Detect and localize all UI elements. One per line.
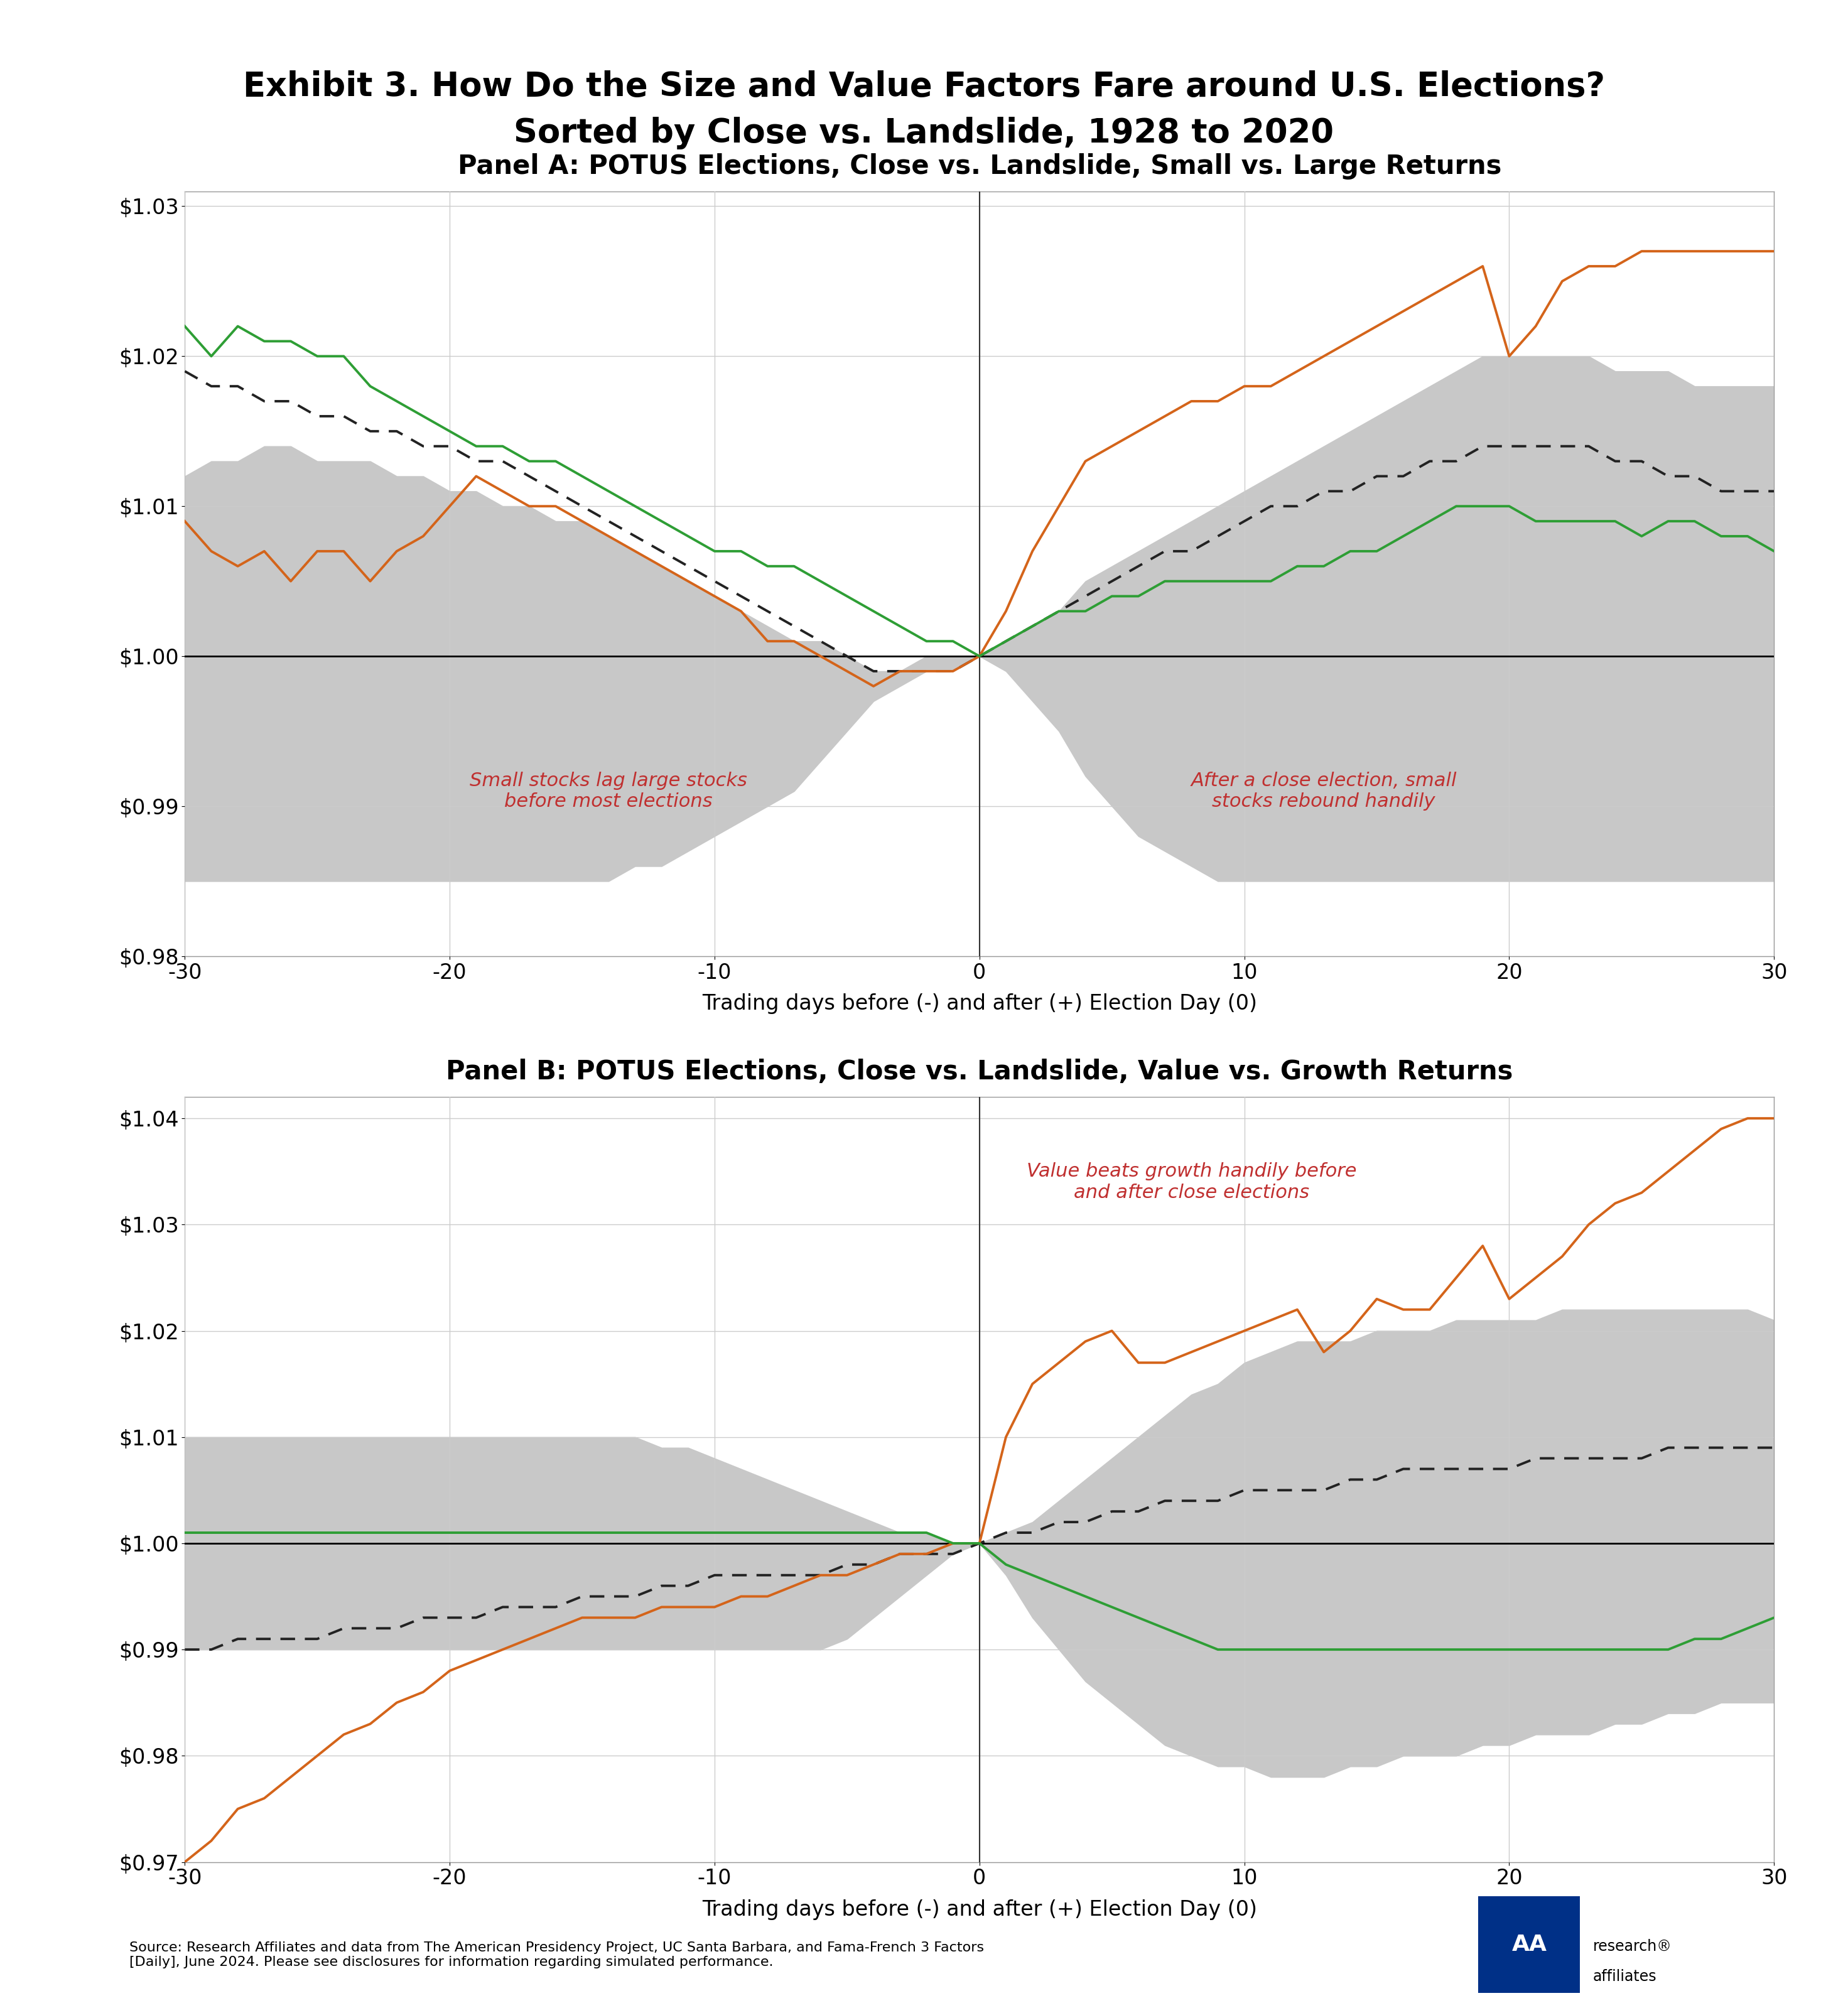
Landslide xyxy=(730,539,752,564)
Close xyxy=(1763,240,1785,264)
Line: Landslide: Landslide xyxy=(185,1532,1774,1649)
Text: AA: AA xyxy=(1512,1934,1547,1955)
Close xyxy=(1048,493,1070,517)
Average xyxy=(730,1562,752,1586)
Landslide xyxy=(174,1520,196,1544)
Landslide xyxy=(545,449,567,473)
Average xyxy=(174,1637,196,1661)
Text: research®: research® xyxy=(1593,1939,1672,1955)
Close xyxy=(1763,1107,1785,1131)
Close xyxy=(174,1850,196,1874)
Average xyxy=(545,479,567,503)
Landslide xyxy=(1048,600,1070,624)
Landslide xyxy=(730,1520,752,1544)
Landslide xyxy=(1022,1562,1044,1586)
Average xyxy=(1763,479,1785,503)
Average xyxy=(492,1594,514,1618)
Close xyxy=(1578,254,1600,278)
Close xyxy=(730,600,752,624)
Legend: Confidence Interval, Average, Close, Landslide: Confidence Interval, Average, Close, Lan… xyxy=(564,1121,1395,1162)
Text: affiliates: affiliates xyxy=(1593,1969,1658,1985)
Landslide xyxy=(1207,1637,1229,1661)
Average xyxy=(545,1594,567,1618)
Close xyxy=(863,674,885,699)
Landslide xyxy=(1763,1606,1785,1631)
X-axis label: Trading days before (-) and after (+) Election Day (0): Trading days before (-) and after (+) El… xyxy=(702,994,1257,1015)
Text: Value beats growth handily before
and after close elections: Value beats growth handily before and af… xyxy=(1026,1162,1356,1202)
Average xyxy=(174,358,196,382)
Text: Source: Research Affiliates and data from The American Presidency Project, UC Sa: Source: Research Affiliates and data fro… xyxy=(129,1943,983,1969)
Title: Panel A: POTUS Elections, Close vs. Landslide, Small vs. Large Returns: Panel A: POTUS Elections, Close vs. Land… xyxy=(458,153,1501,179)
Close xyxy=(492,479,514,503)
Landslide xyxy=(1127,1606,1149,1631)
Average xyxy=(1550,1445,1573,1469)
Line: Close: Close xyxy=(185,1119,1774,1862)
Landslide xyxy=(1578,1637,1600,1661)
Close xyxy=(492,1637,514,1661)
Average xyxy=(492,449,514,473)
Close xyxy=(1630,240,1652,264)
Average xyxy=(1127,1500,1149,1524)
Line: Close: Close xyxy=(185,252,1774,686)
Landslide xyxy=(968,644,991,668)
Close xyxy=(1550,1244,1573,1268)
Close xyxy=(174,509,196,533)
Close xyxy=(545,1616,567,1641)
Landslide xyxy=(492,435,514,459)
Average xyxy=(1048,600,1070,624)
Close xyxy=(545,493,567,517)
Landslide xyxy=(545,1520,567,1544)
Line: Average: Average xyxy=(185,1447,1774,1649)
Landslide xyxy=(1763,539,1785,564)
Text: Sorted by Close vs. Landslide, 1928 to 2020: Sorted by Close vs. Landslide, 1928 to 2… xyxy=(514,117,1334,149)
Landslide xyxy=(174,314,196,338)
Line: Average: Average xyxy=(185,370,1774,670)
Close xyxy=(1737,1107,1759,1131)
Text: Small stocks lag large stocks
before most elections: Small stocks lag large stocks before mos… xyxy=(469,771,747,811)
Landslide xyxy=(1578,509,1600,533)
Average xyxy=(730,584,752,608)
Line: Landslide: Landslide xyxy=(185,326,1774,656)
Text: After a close election, small
stocks rebound handily: After a close election, small stocks reb… xyxy=(1190,771,1456,811)
Average xyxy=(863,658,885,682)
Close xyxy=(1022,1373,1044,1397)
Average xyxy=(1578,435,1600,459)
Landslide xyxy=(492,1520,514,1544)
Text: Exhibit 3. How Do the Size and Value Factors Fare around U.S. Elections?: Exhibit 3. How Do the Size and Value Fac… xyxy=(242,70,1606,103)
Title: Panel B: POTUS Elections, Close vs. Landslide, Value vs. Growth Returns: Panel B: POTUS Elections, Close vs. Land… xyxy=(445,1059,1514,1085)
Average xyxy=(1658,1435,1680,1459)
X-axis label: Trading days before (-) and after (+) Election Day (0): Trading days before (-) and after (+) El… xyxy=(702,1900,1257,1920)
Average xyxy=(1022,1520,1044,1544)
Average xyxy=(1153,539,1175,564)
Close xyxy=(730,1584,752,1608)
Landslide xyxy=(1153,570,1175,594)
Close xyxy=(1153,405,1175,429)
Close xyxy=(1127,1351,1149,1375)
Average xyxy=(1763,1435,1785,1459)
